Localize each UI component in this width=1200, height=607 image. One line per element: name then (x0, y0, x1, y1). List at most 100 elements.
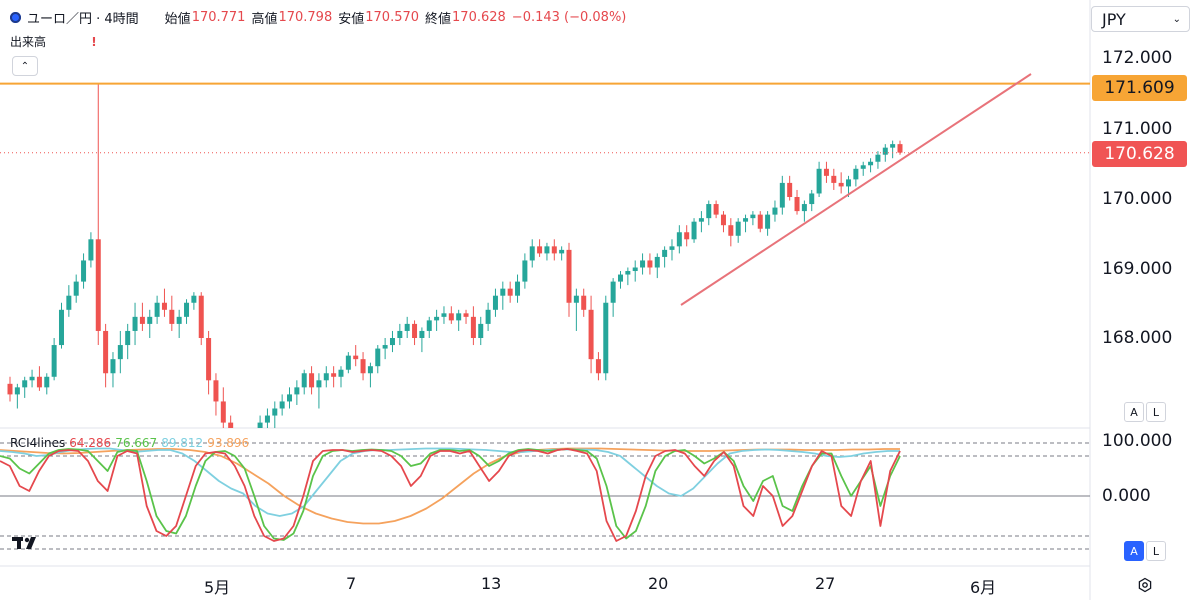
candle-body (713, 204, 719, 215)
candle-body (706, 204, 712, 219)
candle-body (51, 345, 57, 377)
open-label: 始値 (164, 11, 191, 27)
candle-body (846, 179, 852, 187)
volume-legend: 出来高 ! (10, 33, 102, 50)
candle-body (823, 168, 829, 176)
candle-body (36, 376, 42, 388)
time-tick: 20 (648, 574, 669, 593)
candle-body (161, 302, 167, 310)
candles-group (7, 84, 903, 428)
candle-body (58, 309, 64, 346)
candle-body (559, 249, 565, 254)
candle-body (728, 225, 734, 236)
rci-value-2: 76.667 (115, 436, 158, 450)
candle-body (537, 246, 543, 254)
horizontal-line-price-label: 171.609 (1092, 75, 1187, 101)
candle-body (794, 197, 800, 212)
candle-body (279, 401, 285, 409)
close-label: 終値 (425, 11, 452, 27)
volume-label[interactable]: 出来高 (10, 35, 47, 49)
candle-body (772, 207, 778, 215)
candle-body (184, 302, 190, 317)
rci-short-line (0, 448, 901, 542)
warning-icon[interactable]: ! (91, 34, 97, 49)
candle-body (448, 313, 454, 321)
rci-value-4: 93.896 (207, 436, 250, 450)
time-axis[interactable]: 5月 7 13 20 27 6月 (0, 570, 1090, 600)
candle-body (316, 380, 322, 388)
candle-body (169, 309, 175, 324)
candle-body (684, 232, 690, 240)
candle-body (801, 204, 807, 212)
auto-scale-button[interactable]: A (1124, 402, 1144, 422)
candle-body (787, 182, 793, 197)
chevron-down-icon: ⌄ (1172, 13, 1181, 25)
trend-line (680, 73, 1032, 306)
currency-select[interactable]: JPY ⌄ (1091, 6, 1190, 32)
candle-body (264, 415, 270, 423)
candle-body (309, 373, 315, 388)
candle-body (198, 295, 204, 338)
candle-body (426, 320, 432, 331)
symbol-logo-icon (10, 11, 21, 23)
candle-body (640, 260, 646, 268)
candle-body (765, 214, 771, 229)
candle-body (551, 246, 557, 254)
candle-body (463, 313, 469, 317)
price-tick: 170.000 (1102, 189, 1173, 209)
candle-body (882, 147, 888, 155)
rci-legend: RCI4lines 64.286 76.667 89.812 93.896 (10, 436, 253, 450)
settings-icon[interactable] (1136, 576, 1154, 594)
candle-body (404, 323, 410, 331)
price-tick: 168.000 (1102, 328, 1173, 348)
candle-body (757, 214, 763, 229)
symbol-title[interactable]: ユーロ／円 · 4時間 (27, 11, 139, 27)
tradingview-logo-icon[interactable] (12, 535, 42, 551)
candle-body (610, 281, 616, 303)
candle-body (750, 214, 756, 219)
candle-body (220, 401, 226, 423)
candle-body (176, 316, 182, 324)
log-scale-button[interactable]: L (1146, 402, 1166, 422)
price-axis[interactable]: 172.000 171.000 170.000 169.000 168.000 (1090, 48, 1190, 428)
candle-body (868, 161, 874, 166)
candle-body (632, 267, 638, 272)
candle-body (397, 330, 403, 338)
candle-body (853, 168, 859, 180)
candle-body (191, 295, 197, 303)
candle-body (500, 288, 506, 296)
candle-body (838, 182, 844, 187)
rci-log-scale-button[interactable]: L (1146, 541, 1166, 561)
candle-body (345, 355, 351, 370)
rci-value-3: 89.812 (161, 436, 204, 450)
currency-value: JPY (1102, 9, 1126, 29)
candle-body (662, 249, 668, 257)
collapse-legend-button[interactable]: ⌃ (12, 56, 38, 76)
candle-body (588, 309, 594, 360)
candle-body (743, 218, 749, 222)
candle-body (139, 316, 145, 324)
candle-body (617, 274, 623, 282)
candle-body (581, 295, 587, 310)
candle-body (375, 348, 381, 367)
candle-body (434, 316, 440, 321)
last-price-label: 170.628 (1092, 141, 1187, 167)
rci-name[interactable]: RCI4lines (10, 436, 66, 450)
candle-body (132, 316, 138, 331)
candle-body (272, 408, 278, 416)
candle-body (206, 338, 212, 381)
candle-body (478, 323, 484, 338)
candle-body (544, 246, 550, 254)
rci-auto-scale-button[interactable]: A (1124, 541, 1144, 561)
candle-body (595, 359, 601, 374)
candle-body (441, 313, 447, 317)
candle-body (125, 330, 131, 346)
candle-body (647, 260, 653, 268)
candle-body (875, 154, 881, 162)
close-value: 170.628 (452, 9, 506, 25)
candle-body (456, 313, 462, 321)
candle-body (720, 214, 726, 226)
candle-body (95, 239, 101, 331)
candle-body (367, 366, 373, 374)
